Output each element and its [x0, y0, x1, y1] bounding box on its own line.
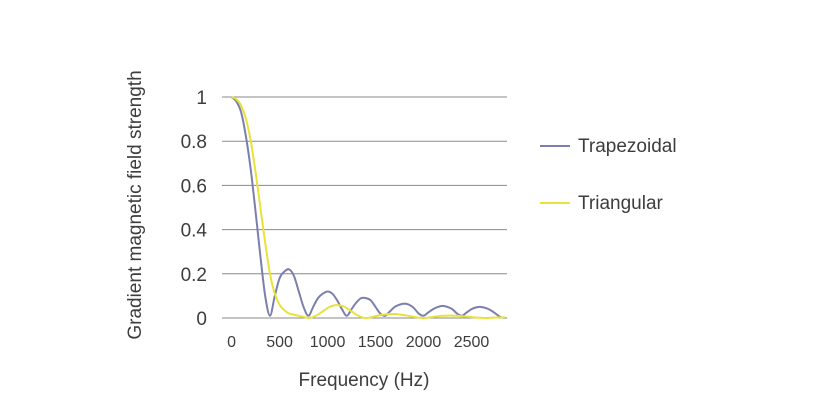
gridlines [222, 96, 507, 319]
series-lines [230, 96, 506, 320]
x-tick-label: 1000 [310, 334, 346, 351]
y-tick-label: 0.2 [181, 265, 207, 286]
x-tick-label: 2000 [406, 334, 442, 351]
legend-label-triangular: Triangular [578, 193, 664, 214]
x-tick-label: 0 [227, 334, 236, 351]
legend-label-trapezoidal: Trapezoidal [578, 136, 677, 157]
x-tick-label: 1500 [358, 334, 394, 351]
y-axis-title: Gradient magnetic field strength [125, 70, 146, 339]
y-tick-label: 0.8 [181, 132, 207, 153]
y-tick-label: 0 [196, 309, 207, 330]
y-tick-label: 0.4 [181, 221, 208, 242]
x-tick-label: 2500 [454, 334, 490, 351]
x-tick-label: 500 [266, 334, 293, 351]
y-tick-label: 0.6 [181, 176, 207, 197]
y-axis-ticks: 0 0.2 0.4 0.6 0.8 1 [181, 88, 208, 330]
x-axis-title: Frequency (Hz) [299, 370, 430, 391]
series-line-triangular [231, 96, 506, 320]
x-axis-ticks: 0 500 1000 1500 2000 2500 [227, 334, 489, 351]
y-tick-label: 1 [196, 88, 207, 109]
legend: Trapezoidal Triangular [540, 136, 677, 214]
